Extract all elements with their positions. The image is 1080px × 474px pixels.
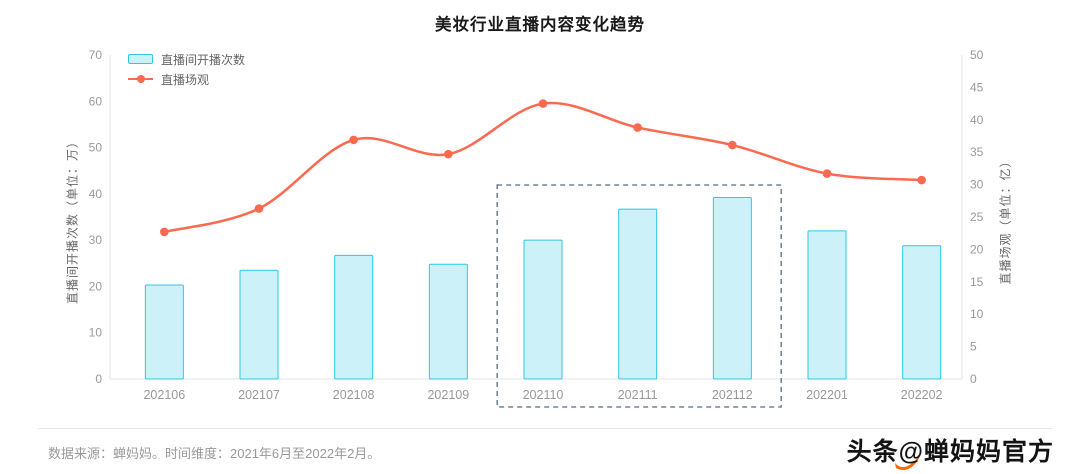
legend-label: 直播间开播次数 [161,52,246,67]
bar-202107[interactable] [239,269,279,380]
line-point-202110[interactable] [538,99,548,108]
right-y-tick: 35 [970,145,984,159]
watermark-at: @ [894,438,924,471]
x-tick-202112: 202112 [712,388,753,402]
legend-item-broadcast-count[interactable]: 直播间开播次数 [128,52,246,67]
live-views-line [163,101,923,234]
bar-202108[interactable] [334,254,374,380]
bar-202112[interactable] [712,197,752,380]
line-point-202202[interactable] [917,175,926,185]
line-series-swatch-icon [128,75,153,83]
right-y-tick: 5 [970,340,977,354]
x-tick-202111: 202111 [618,388,658,402]
x-tick-202109: 202109 [427,388,469,402]
bar-202202[interactable] [902,245,942,380]
legend-label: 直播场观 [161,72,210,87]
line-point-202107[interactable] [254,204,264,213]
right-axis-title: 直播场观（单位：亿） [998,154,1013,285]
bar-202110[interactable] [523,239,563,380]
right-y-tick: 30 [970,178,984,192]
x-tick-202201: 202201 [806,388,848,402]
left-y-tick: 40 [89,187,103,201]
trend-chart: 0 10 20 30 40 50 60 70 0 5 10 15 20 25 30 35 40 45 50 20210… [89,48,984,408]
left-y-tick: 0 [95,372,102,386]
legend: 直播间开播次数 直播场观 [128,52,246,87]
bar-202106[interactable] [144,284,184,380]
legend-item-live-views[interactable]: 直播场观 [128,72,245,87]
right-y-tick: 50 [970,48,984,62]
x-tick-202202: 202202 [901,388,943,402]
x-tick-202107: 202107 [238,388,280,402]
line-point-202108[interactable] [349,135,358,145]
left-y-tick: 50 [89,141,103,155]
highlight-region [496,184,782,408]
right-y-tick: 20 [970,242,984,256]
bar-series-swatch-icon [128,54,153,64]
line-point-202112[interactable] [728,140,737,150]
footer-divider [38,428,1052,429]
right-y-tick: 10 [970,307,984,321]
right-y-tick: 25 [970,210,984,224]
left-y-tick: 30 [89,233,103,247]
bar-202111[interactable] [618,208,658,380]
footer-source-note: 数据来源：蝉妈妈。时间维度：2021年6月至2022年2月。 [48,446,381,461]
bar-202201[interactable] [807,230,847,380]
right-y-tick: 15 [970,275,984,289]
line-point-202109[interactable] [444,149,453,159]
x-tick-202110: 202110 [523,388,564,402]
left-y-tick: 10 [89,326,103,340]
line-point-202106[interactable] [160,227,169,237]
line-point-202201[interactable] [822,169,832,178]
toutiao-logo-icon [894,453,921,471]
left-y-tick: 60 [89,94,103,108]
watermark: 头条 @ 蝉妈妈官方 [846,432,1054,471]
x-tick-202106: 202106 [143,388,185,402]
left-y-tick: 20 [89,279,103,293]
page-title: 美妆行业直播内容变化趋势 [435,16,645,34]
watermark-suffix: 蝉妈妈官方 [923,438,1054,466]
watermark-prefix: 头条 [846,438,899,466]
bar-202109[interactable] [428,263,468,380]
left-y-tick: 70 [89,48,103,62]
right-y-tick: 0 [970,372,977,386]
x-tick-202108: 202108 [333,388,375,402]
right-y-tick: 45 [970,80,984,94]
line-point-202111[interactable] [633,123,642,132]
right-y-tick: 40 [970,113,984,127]
left-axis-title: 直播间开播次数（单位：万） [65,135,80,305]
